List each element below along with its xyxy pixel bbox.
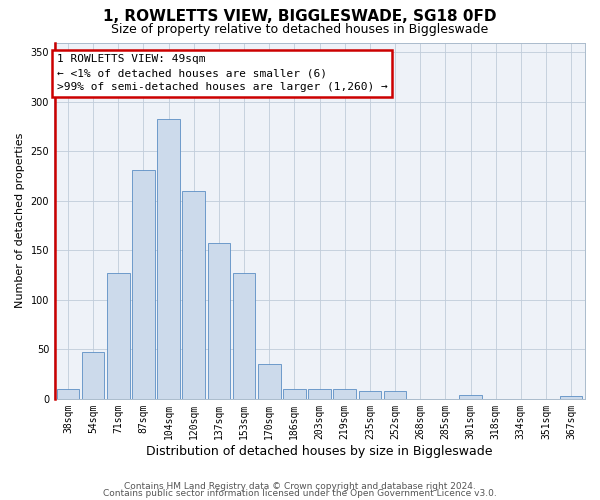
Bar bbox=[208, 244, 230, 399]
X-axis label: Distribution of detached houses by size in Biggleswade: Distribution of detached houses by size … bbox=[146, 444, 493, 458]
Bar bbox=[560, 396, 583, 399]
Text: Contains HM Land Registry data © Crown copyright and database right 2024.: Contains HM Land Registry data © Crown c… bbox=[124, 482, 476, 491]
Bar bbox=[56, 389, 79, 399]
Bar bbox=[157, 118, 180, 399]
Bar bbox=[308, 389, 331, 399]
Bar bbox=[258, 364, 281, 399]
Text: Size of property relative to detached houses in Biggleswade: Size of property relative to detached ho… bbox=[112, 22, 488, 36]
Bar bbox=[359, 391, 381, 399]
Bar bbox=[107, 273, 130, 399]
Bar bbox=[283, 389, 305, 399]
Bar bbox=[82, 352, 104, 399]
Bar bbox=[459, 395, 482, 399]
Bar bbox=[334, 389, 356, 399]
Text: 1, ROWLETTS VIEW, BIGGLESWADE, SG18 0FD: 1, ROWLETTS VIEW, BIGGLESWADE, SG18 0FD bbox=[103, 9, 497, 24]
Bar bbox=[383, 391, 406, 399]
Text: Contains public sector information licensed under the Open Government Licence v3: Contains public sector information licen… bbox=[103, 490, 497, 498]
Bar bbox=[233, 273, 256, 399]
Y-axis label: Number of detached properties: Number of detached properties bbox=[15, 133, 25, 308]
Bar bbox=[182, 191, 205, 399]
Bar bbox=[132, 170, 155, 399]
Text: 1 ROWLETTS VIEW: 49sqm
← <1% of detached houses are smaller (6)
>99% of semi-det: 1 ROWLETTS VIEW: 49sqm ← <1% of detached… bbox=[56, 54, 388, 92]
